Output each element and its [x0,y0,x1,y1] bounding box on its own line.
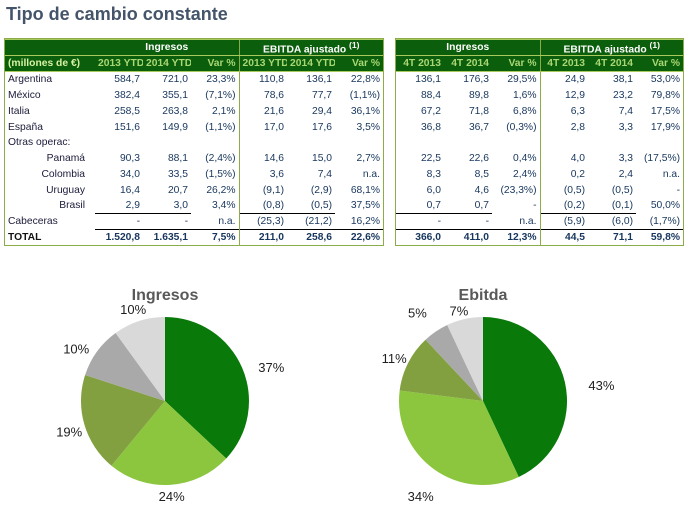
svg-text:37%: 37% [258,360,284,375]
svg-text:5%: 5% [408,305,427,320]
svg-text:10%: 10% [120,302,146,317]
svg-text:10%: 10% [63,342,89,357]
svg-text:19%: 19% [56,425,82,440]
svg-text:24%: 24% [159,489,185,504]
svg-text:34%: 34% [408,489,434,504]
svg-text:Ebitda: Ebitda [459,287,508,304]
svg-text:11%: 11% [382,351,407,366]
svg-text:43%: 43% [588,378,614,393]
svg-text:7%: 7% [450,304,469,319]
